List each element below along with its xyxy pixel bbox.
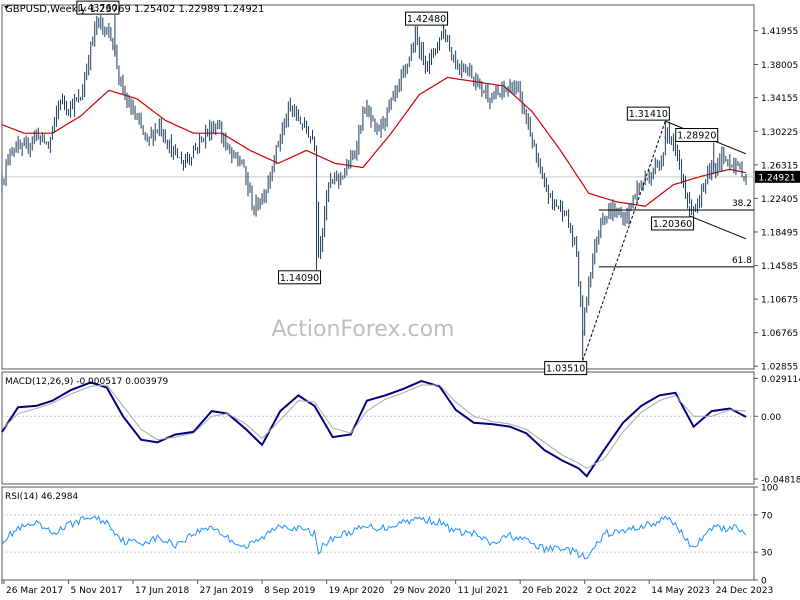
price-y-tick-label: 1.30225 — [761, 128, 798, 138]
macd-title: MACD(12,26,9) -0.000517 0.003979 — [5, 377, 168, 387]
price-y-tick-label: 1.14585 — [761, 262, 798, 272]
annotation-box — [278, 270, 322, 285]
macd-y-tick-label: 0.029114 — [761, 375, 800, 385]
annotation-label: 1.31410 — [629, 109, 668, 120]
annotation-box — [626, 106, 670, 121]
current-price-label: 1.24921 — [758, 173, 795, 183]
trendline — [689, 215, 747, 240]
price-y-tick-label: 1.02855 — [761, 363, 798, 373]
annotation-box — [76, 0, 120, 15]
x-tick-label: 27 Jan 2019 — [200, 586, 254, 596]
price-y-tick-label: 1.22405 — [761, 195, 798, 205]
annotation-box — [544, 361, 588, 376]
rsi-y-tick-label: 100 — [761, 484, 778, 494]
x-tick-label: 5 Nov 2017 — [71, 586, 123, 596]
price-y-tick-label: 1.38005 — [761, 61, 798, 71]
rsi-title: RSI(14) 46.2984 — [5, 492, 78, 502]
annotation-label: 1.28920 — [677, 130, 716, 141]
price-y-tick-label: 1.10675 — [761, 296, 798, 306]
x-tick-label: 17 Jun 2018 — [135, 586, 189, 596]
rsi-panel-frame — [1, 486, 755, 581]
annotation-label: 1.43760 — [78, 3, 117, 14]
x-tick-label: 11 Jul 2021 — [458, 586, 509, 596]
price-y-tick-label: 1.26315 — [761, 161, 798, 171]
price-y-tick-label: 1.34155 — [761, 94, 798, 104]
macd-y-tick-label: 0.00 — [761, 413, 781, 423]
annotations-layer: 38.2 61.8 1.43760 1.14090 1.42480 1.03510 1.31… — [76, 0, 754, 376]
rsi-y-tick-label: 30 — [761, 549, 773, 559]
price-bars-layer — [1, 15, 747, 361]
macd-macd-line — [1, 380, 747, 478]
x-tick-label: 14 May 2023 — [651, 586, 710, 596]
annotation-label: 1.14090 — [280, 273, 319, 284]
x-tick-label: 26 Mar 2017 — [6, 586, 63, 596]
annotation-box — [651, 216, 695, 231]
macd-signal-line — [1, 384, 747, 469]
x-tick-label: 29 Nov 2020 — [393, 586, 451, 596]
price-y-tick-label: 1.41955 — [761, 27, 798, 37]
annotation-box — [405, 11, 449, 26]
rsi-line — [1, 515, 747, 560]
moving-average-layer — [1, 76, 747, 207]
price-y-tick-label: 1.18495 — [761, 228, 798, 238]
macd-y-tick-label: -0.048189 — [761, 476, 800, 486]
annotation-box — [675, 127, 719, 142]
macd-panel-frame — [1, 371, 755, 485]
rsi-y-tick-label: 70 — [761, 511, 773, 521]
indicator-lines-layer — [1, 380, 747, 560]
x-tick-label: 2 Oct 2022 — [587, 586, 637, 596]
trendline — [582, 120, 666, 361]
price-y-tick-label: 1.06765 — [761, 329, 798, 339]
grid-lines — [2, 176, 754, 553]
annotation-label: 1.03510 — [546, 364, 585, 375]
moving-average-line — [1, 76, 747, 207]
rsi-y-tick-label: 0 — [761, 577, 767, 587]
header-dropdown-marker — [4, 6, 9, 9]
x-tick-label: 20 Feb 2022 — [522, 586, 578, 596]
x-tick-label: 24 Dec 2023 — [716, 586, 774, 596]
current-price-box — [755, 170, 800, 183]
fib-level-label: 61.8 — [732, 256, 752, 266]
chart-header: GBPUSD,Weekly 1.23769 1.25402 1.22989 1.… — [5, 4, 264, 15]
x-tick-label: 8 Sep 2019 — [264, 586, 316, 596]
watermark: ActionForex.com — [272, 317, 455, 342]
annotation-label: 1.42480 — [407, 14, 446, 25]
x-tick-label: 19 Apr 2020 — [329, 586, 385, 596]
axis-labels-layer: 1.41955 1.38005 1.34155 1.30225 1.26315 1.224… — [3, 6, 800, 596]
fib-level-label: 38.2 — [732, 199, 752, 209]
annotation-label: 1.20360 — [653, 219, 692, 230]
